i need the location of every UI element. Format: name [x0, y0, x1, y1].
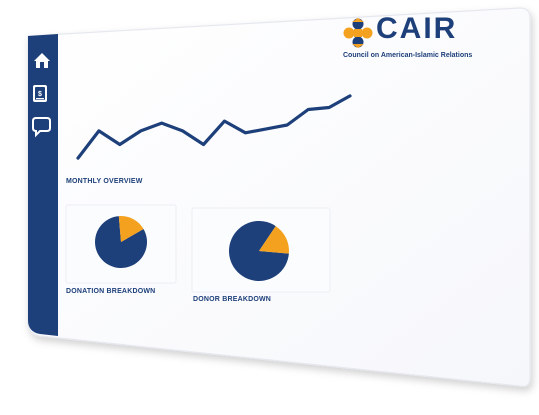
brand-subtitle: Council on American-Islamic Relations: [343, 52, 473, 59]
brand-name: CAIR: [376, 12, 458, 45]
sidebar: [28, 34, 58, 336]
home-icon[interactable]: [34, 53, 50, 68]
donation-breakdown-pie: [95, 215, 148, 268]
screen-panel: [27, 7, 531, 387]
pie-slice: [229, 221, 289, 282]
finance-document-icon[interactable]: $: [33, 85, 47, 102]
pie-slice: [259, 226, 290, 254]
donation-breakdown-label: DONATION BREAKDOWN: [66, 288, 156, 295]
donor-breakdown-label: DONOR BREAKDOWN: [193, 296, 272, 303]
monthly-overview-chart: [76, 94, 352, 160]
pie-slice: [95, 216, 148, 268]
svg-text:$: $: [38, 91, 42, 98]
pie-slice: [118, 215, 144, 242]
chat-bubble-icon[interactable]: [32, 117, 51, 138]
monthly-overview-line: [76, 94, 352, 160]
cair-logo-icon: [343, 18, 373, 48]
donor-breakdown-pie: [229, 221, 290, 282]
monthly-overview-label: MONTHLY OVERVIEW: [66, 178, 143, 185]
